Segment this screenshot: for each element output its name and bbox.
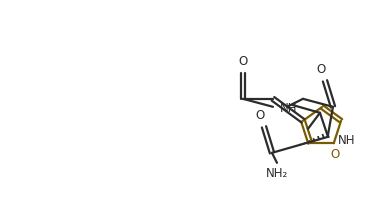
Text: O: O bbox=[238, 55, 248, 68]
Text: O: O bbox=[316, 63, 325, 76]
Text: O: O bbox=[255, 109, 265, 122]
Text: NH₂: NH₂ bbox=[266, 167, 288, 180]
Text: NH: NH bbox=[338, 134, 356, 147]
Text: NH: NH bbox=[280, 102, 298, 115]
Text: O: O bbox=[330, 148, 339, 161]
